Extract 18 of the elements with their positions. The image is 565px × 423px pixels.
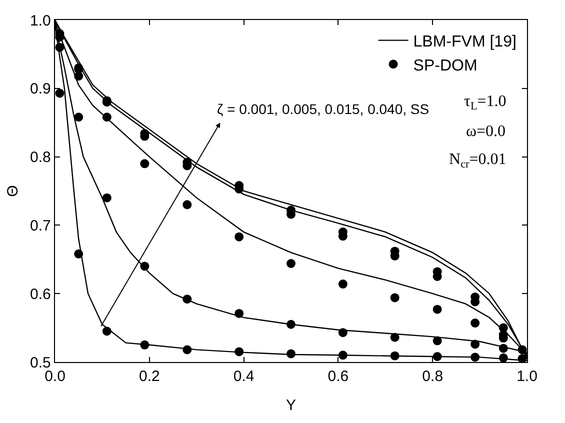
x-tick-label: 0.6	[328, 368, 349, 386]
y-axis-title: Θ	[4, 185, 22, 197]
x-tick-label: 0.8	[422, 368, 444, 386]
y-tick-label: 0.9	[30, 80, 51, 98]
annotation: N$_{cr}$=0.01	[449, 151, 506, 170]
legend-label: LBM-FVM [19]	[413, 34, 516, 51]
x-axis-title: Y	[286, 397, 296, 414]
annotation: ω=0.0	[466, 123, 506, 140]
annotation: ζ = 0.001, 0.005, 0.015, 0.040, SS	[217, 101, 430, 117]
y-tick-label: 0.6	[30, 286, 51, 303]
y-tick-label: 1.0	[30, 12, 51, 30]
y-tick-label: 0.8	[30, 149, 51, 166]
annotation: τ$_{L}$=1.0	[464, 93, 506, 112]
x-tick-label: 0.4	[233, 368, 254, 386]
x-tick-label: 1.0	[516, 368, 538, 386]
x-tick-label: 0.2	[138, 368, 160, 386]
legend-label: SP-DOM	[413, 57, 478, 74]
y-tick-label: 0.7	[30, 217, 51, 234]
